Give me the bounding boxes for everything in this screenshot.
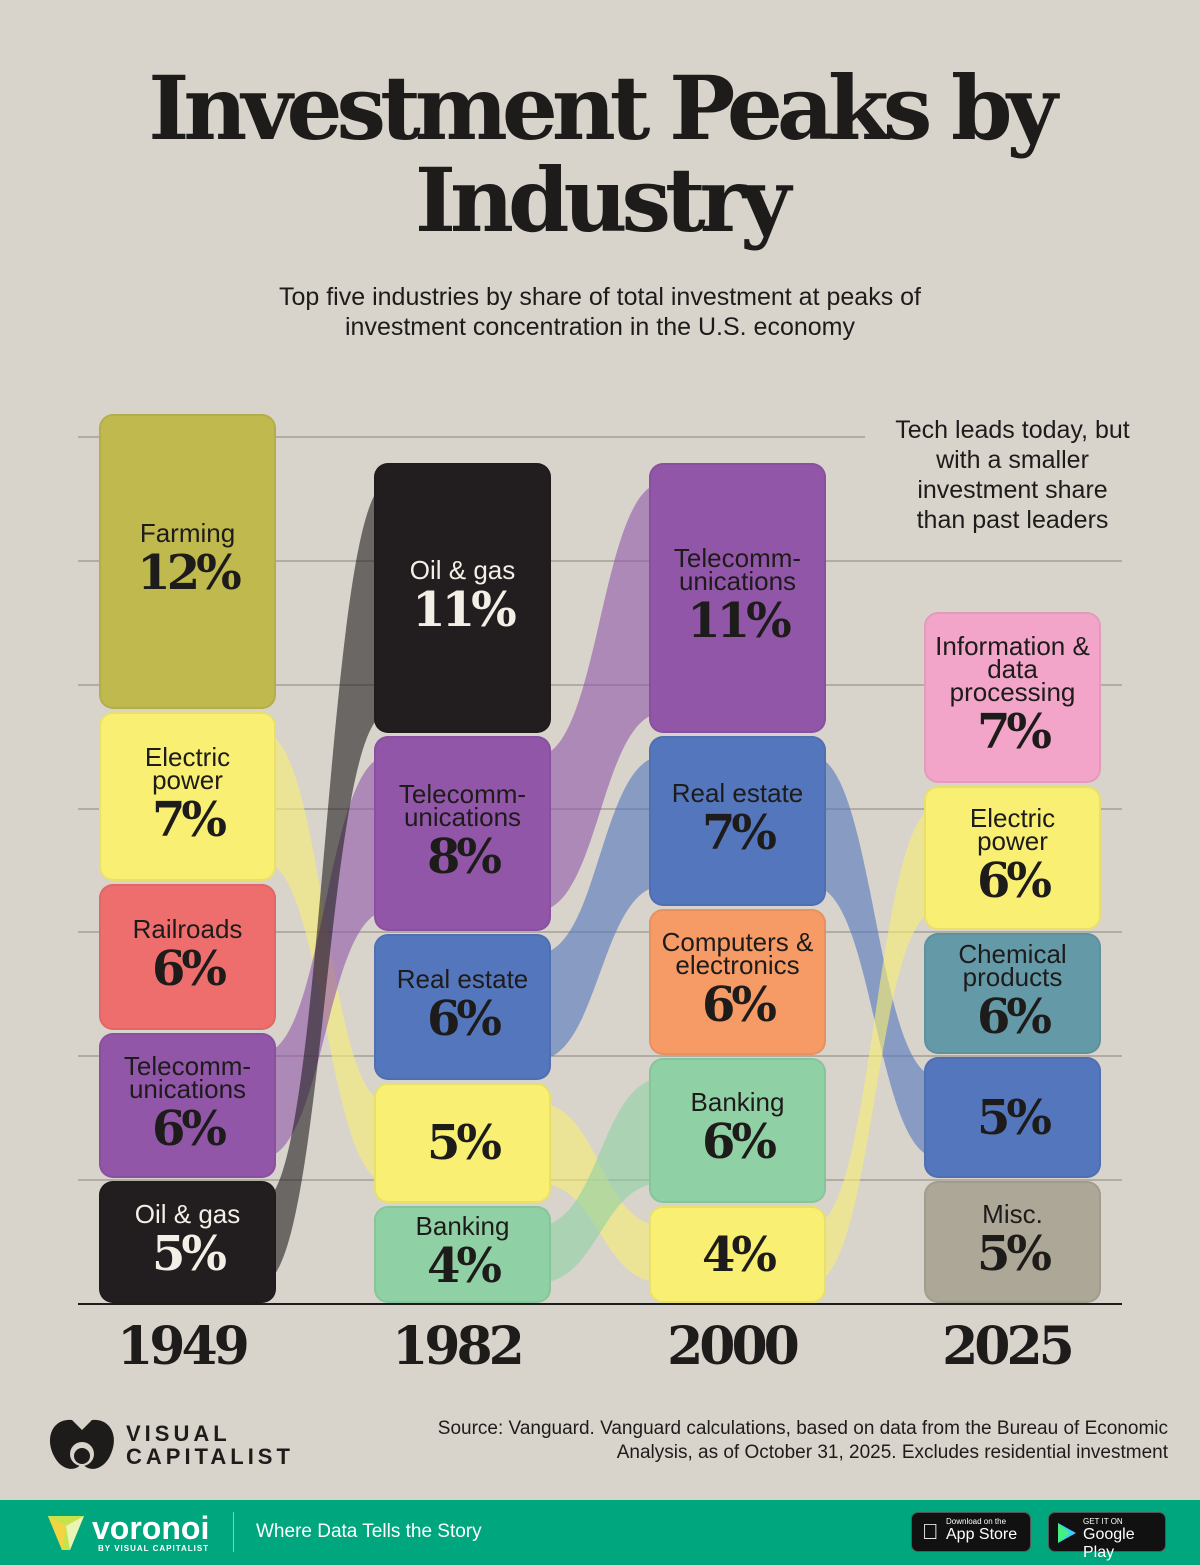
bar-label: Telecomm- unications [398, 778, 527, 832]
bar-1982-real-estate: Real estate 6% [374, 934, 551, 1080]
bar-value-label: 6% [701, 1114, 777, 1170]
visual-capitalist-logo: VISUAL CAPITALIST [44, 1416, 294, 1474]
bar-1982-telecommunications: Telecomm- unications 8% [374, 736, 551, 931]
voronoi-icon [48, 1516, 84, 1550]
bar-value-label: 12% [137, 545, 241, 601]
flow-real-estate [537, 756, 663, 1060]
bar-1982-banking: Banking 4% [374, 1206, 551, 1303]
appstore-label: App Store [946, 1526, 1018, 1543]
year-label: 2025 [942, 1316, 1075, 1377]
year-label: 2000 [667, 1316, 800, 1377]
bar-value-label: 5% [976, 1225, 1052, 1282]
flow-banking [537, 1078, 663, 1283]
bar-value-label: 11% [687, 593, 791, 649]
binoculars-icon [50, 1419, 114, 1469]
bar-value-label: 6% [426, 990, 502, 1047]
bar-label: Banking [690, 1087, 785, 1117]
chart-area [78, 436, 1122, 1305]
bar-2000-real-estate: Real estate 7% [649, 736, 826, 906]
flow-telecommunications [537, 483, 663, 911]
bar-2025-chemical-products: Chemical products 6% [924, 933, 1101, 1054]
year-label: 1949 [117, 1316, 250, 1377]
bar-2000-computers-electronics: Computers & electronics 6% [649, 909, 826, 1055]
bar-2025-electric-power: Electric power 6% [924, 786, 1101, 930]
bar-value-label: 6% [151, 940, 227, 997]
bar-label: Banking [415, 1211, 510, 1241]
bar-label: Real estate [671, 777, 804, 808]
play-small: GET IT ON [1083, 1517, 1123, 1526]
bar-label: Oil & gas [134, 1198, 241, 1229]
play-icon [1058, 1523, 1076, 1543]
bar-label: Information & data processing [935, 631, 1090, 707]
bar-1982-electric-power: 5% [374, 1083, 551, 1203]
bar-label: Electric power [969, 803, 1056, 856]
bar-label: Computers & electronics [661, 927, 814, 980]
bar-value-label: 6% [151, 1100, 227, 1157]
bar-label: Electric power [144, 741, 231, 795]
divider [233, 1512, 234, 1552]
flow-oil-gas [262, 483, 388, 1283]
bar-1949-electric-power: Electric power 7% [99, 712, 276, 881]
chart-subtitle: Top five industries by share of total in… [278, 283, 921, 341]
bar-value-label: 6% [976, 853, 1052, 909]
bar-value-label: 6% [976, 988, 1052, 1045]
bar-value-label: 5% [151, 1225, 227, 1282]
bar-label: Telecomm- unications [673, 543, 802, 596]
bar-2000-banking: Banking 6% [649, 1058, 826, 1203]
bar-value-label: 7% [701, 804, 777, 861]
bar-1949-railroads: Railroads 6% [99, 884, 276, 1030]
bar-1949-telecommunications: Telecomm- unications 6% [99, 1033, 276, 1178]
tagline: Where Data Tells the Story [256, 1521, 482, 1542]
bar-2025-information-data-processing: Information & data processing 7% [924, 612, 1101, 783]
apple-icon:  [922, 1519, 939, 1545]
bar-value-label: 11% [412, 581, 516, 638]
bar-label: Railroads [132, 913, 243, 944]
bar-label: Chemical products [958, 938, 1067, 992]
voronoi-logo[interactable]: voronoi [92, 1510, 210, 1546]
brand-name: VISUAL CAPITALIST [126, 1421, 294, 1469]
bar-value-label: 7% [151, 791, 227, 848]
bar-1949-oil-gas: Oil & gas 5% [99, 1181, 276, 1303]
bar-label: Telecomm- unications [123, 1050, 252, 1104]
bar-label: Real estate [396, 963, 529, 994]
year-label: 1982 [392, 1316, 525, 1377]
bar-value-label: 5% [976, 1089, 1052, 1146]
google-play-button[interactable]: GET IT ON Google Play [1048, 1512, 1166, 1561]
voronoi-sub: BY VISUAL CAPITALIST [98, 1544, 210, 1553]
bar-label: Farming [139, 518, 236, 548]
flow-electric-power [812, 806, 938, 1283]
bar-value-label: 8% [426, 828, 502, 885]
flow-real-estate [812, 756, 938, 1158]
bar-value-label: 7% [976, 704, 1052, 760]
play-label: Google Play [1083, 1526, 1135, 1561]
bar-2025-misc-: Misc. 5% [924, 1181, 1101, 1303]
bar-label: Oil & gas [409, 554, 516, 585]
bar-2000-electric-power: 4% [649, 1206, 826, 1303]
source-note: Source: Vanguard. Vanguard calculations,… [437, 1418, 1168, 1463]
appstore-small: Download on the [946, 1517, 1007, 1526]
bar-value-label: 4% [701, 1226, 777, 1283]
bar-value-label: 5% [426, 1115, 502, 1171]
chart-title: Investment Peaks by Industry [148, 56, 1057, 252]
bar-1949-farming: Farming 12% [99, 414, 276, 709]
bar-2025-real-estate: 5% [924, 1057, 1101, 1178]
bar-1982-oil-gas: Oil & gas 11% [374, 463, 551, 733]
bar-value-label: 6% [701, 977, 777, 1033]
bar-value-label: 4% [426, 1238, 502, 1294]
footer-bar: voronoi BY VISUAL CAPITALIST Where Data … [0, 1500, 1200, 1565]
annotation: Tech leads today, but with a smaller inv… [895, 416, 1130, 534]
bar-2000-telecommunications: Telecomm- unications 11% [649, 463, 826, 733]
bar-label: Misc. [982, 1198, 1043, 1229]
